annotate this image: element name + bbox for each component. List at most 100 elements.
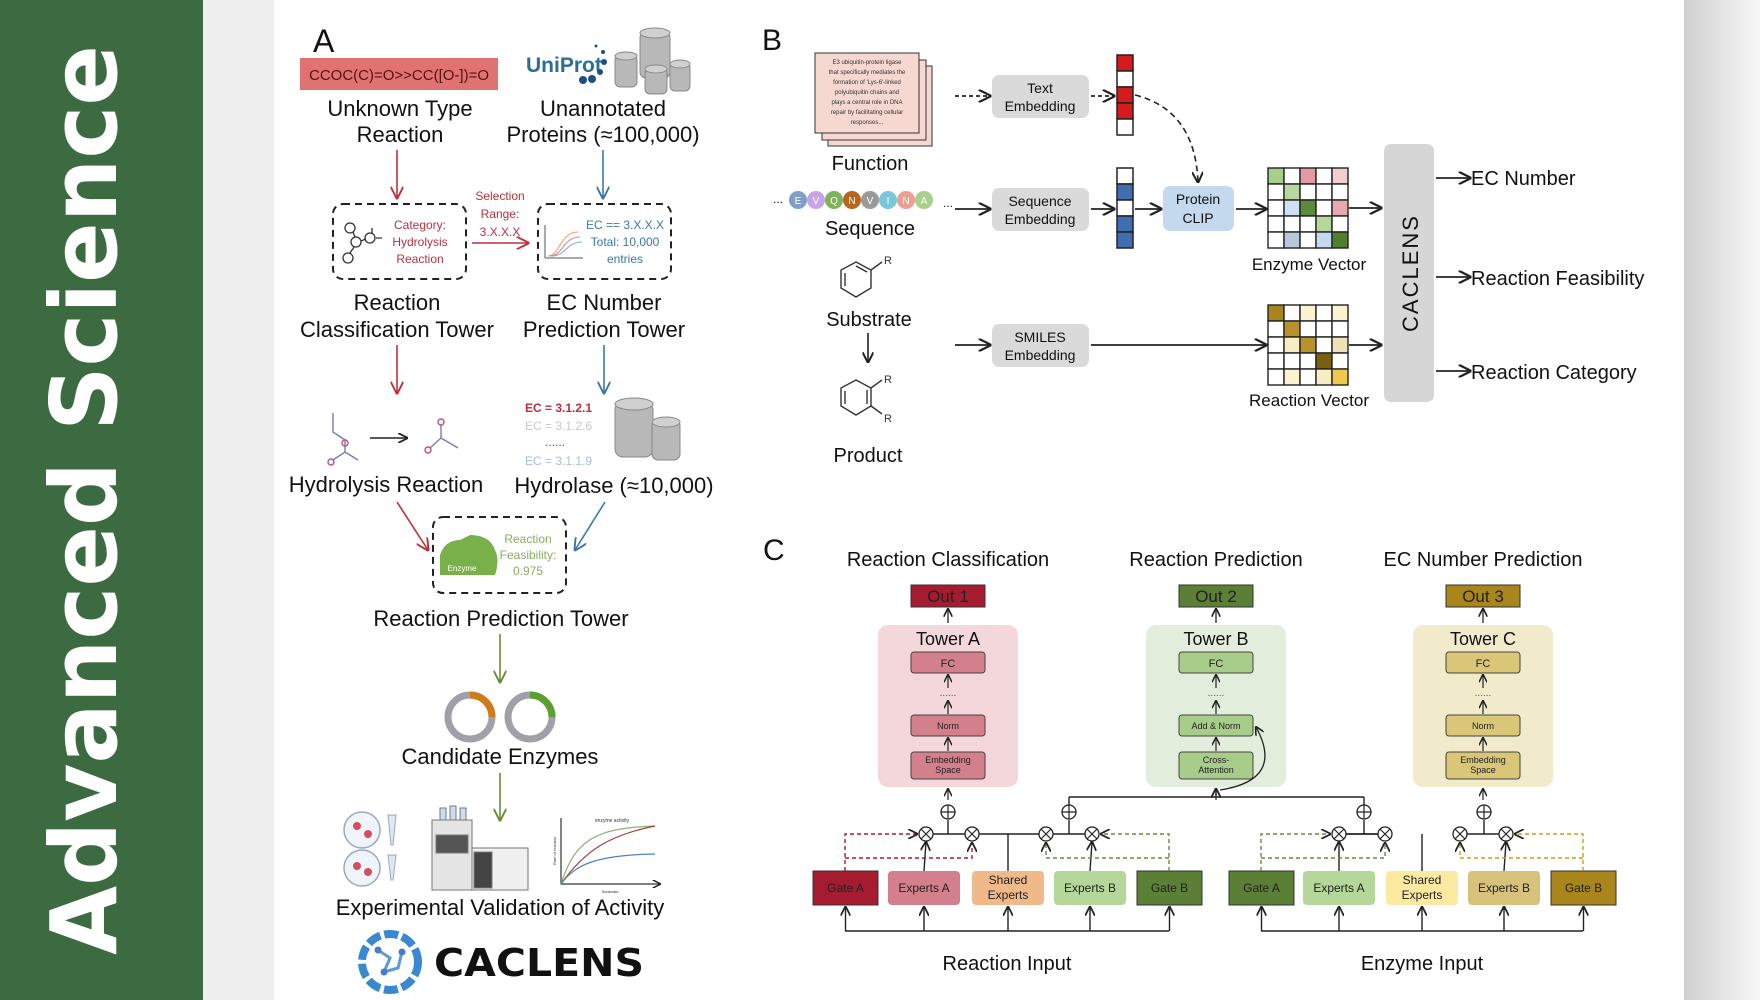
norm-label: Add & Norm [1191,721,1240,731]
plot-title: enzyme activity [595,818,630,824]
unannotated-line1: Unannotated [540,96,666,121]
panel-c-label: C [763,534,785,567]
gate-dashed-arrow [1261,843,1385,859]
module-box [1054,871,1126,905]
right-shadow [1684,0,1760,1000]
module-text-wrap: Gate B [1564,880,1603,895]
module-experts-b: Experts B [1468,871,1540,905]
grid-cell [1315,231,1333,249]
grid-cell [1267,231,1285,249]
text-embedding-box [992,75,1089,118]
protein-clip-line2: CLIP [1182,210,1213,226]
function-text-line: E3 ubiquitin-protein ligase [832,60,902,66]
validation-label: Experimental Validation of Activity [336,895,665,920]
ec-dashed-box [537,203,672,280]
ellipsis: ...... [1475,688,1492,699]
function-text-line: that specifically mediates the [829,70,906,76]
module-text-wrap: Shared Experts [988,873,1029,902]
module-text-wrap: Gate B [1151,881,1188,895]
sequence-embedding-line1: Sequence [1008,193,1071,209]
residue-letter: A [921,196,928,207]
classification-dashed-box [332,203,467,280]
caclens-model-bar [1384,144,1434,402]
substrate-benzene-icon: R [840,255,892,298]
ellipsis: ...... [940,688,957,699]
norm-block [1445,714,1521,737]
module-text-wrap: Experts A [1313,881,1364,895]
smiles-box [300,58,498,90]
feasibility-dashed-box [432,516,567,594]
grid-cell [1331,183,1349,201]
residue-letter: V [813,196,820,207]
grid-cell [1331,199,1349,217]
hydrolase-label: Hydrolase (≈10,000) [514,473,713,498]
tower-title: Tower A [916,629,980,649]
task-title: Reaction Classification [847,549,1049,571]
dashed-curve-arrow [1134,94,1198,182]
residue-bead [825,191,843,209]
hplc-instrument-icon [431,805,529,891]
ec-item-1: EC = 3.1.2.1 [525,401,592,415]
function-text-line: plays a central role in DNA [831,100,902,106]
gate-dashed-arrow [1515,834,1584,871]
grid-cell [1283,352,1301,370]
text-embedding-line2: Embedding [1005,98,1076,114]
enzyme-input-label: Enzyme Input [1361,953,1484,975]
sidebar: Advanced Science [0,0,203,1000]
input-block [1178,751,1254,780]
residue-bead [843,191,861,209]
module-shared-experts: Shared Experts [1386,871,1458,905]
grid-cell [1315,352,1333,370]
grid-cell [1299,368,1317,386]
connector [924,842,926,872]
enzyme-tag: Enzyme [448,564,477,573]
grid-cell [1331,215,1349,233]
sequence-embedding-vector [1116,167,1134,249]
fc-block [910,651,986,674]
grid-cell [1315,304,1333,322]
text-embedding-line1: Text [1027,80,1053,96]
residue-bead [807,191,825,209]
grid-cell [1299,215,1317,233]
selection-line3: 3.X.X.X [480,225,521,239]
module-text-wrap: Gate A [1243,881,1280,895]
enzyme-vector-label: Enzyme Vector [1252,255,1367,274]
selection-line2: Range: [481,207,520,221]
grid-cell [1331,167,1349,185]
panel-b: B E3 ubiquitin-protein ligase that specif… [762,24,1644,467]
panel-a: A CCOC(C)=O>>CC([O-])=O Unknown Type Rea… [289,23,714,994]
grid-cell [1315,336,1333,354]
function-document-stack: E3 ubiquitin-protein ligase that specific… [814,52,933,147]
module-label: Gate B [1564,880,1603,895]
input-block-label: Cross-Attention [1198,755,1234,775]
module-box [888,871,960,905]
module-box [1386,871,1458,905]
gate-dashed-arrow [1101,834,1170,871]
grid-cell [1331,336,1349,354]
grid-cell [1299,231,1317,249]
function-text-line: formation of 'Lys-6'-linked [833,80,901,86]
grid-cell [1315,320,1333,338]
caclens-logo-text: CACLENS [434,941,644,985]
reaction-vector-label: Reaction Vector [1249,391,1369,410]
smiles-text: CCOC(C)=O>>CC([O-])=O [309,67,489,84]
grid-cell [1315,215,1333,233]
input-block [910,751,986,780]
smiles-embedding-line1: SMILES [1014,329,1065,345]
category-line1: Category: [394,218,446,232]
vector-cell [1116,118,1134,136]
input-block-text-wrap: Embedding Space [925,755,971,775]
panel-c: C Reaction Classification Out 1 Tower A FC.… [763,534,1617,975]
reaction-vector-grid [1267,304,1349,386]
fc-label: FC [1476,658,1491,670]
grid-cell [1299,167,1317,185]
caclens-logo: CACLENS [358,930,644,994]
grid-cell [1299,352,1317,370]
task-title: Reaction Prediction [1129,549,1302,571]
unannotated-line2: Proteins (≈100,000) [506,122,699,147]
ec-filter-line2: Total: 10,000 [591,235,660,249]
residue-letter: Q [830,196,838,207]
fc-label: FC [941,658,956,670]
candidate-enzymes-label: Candidate Enzymes [402,744,599,769]
